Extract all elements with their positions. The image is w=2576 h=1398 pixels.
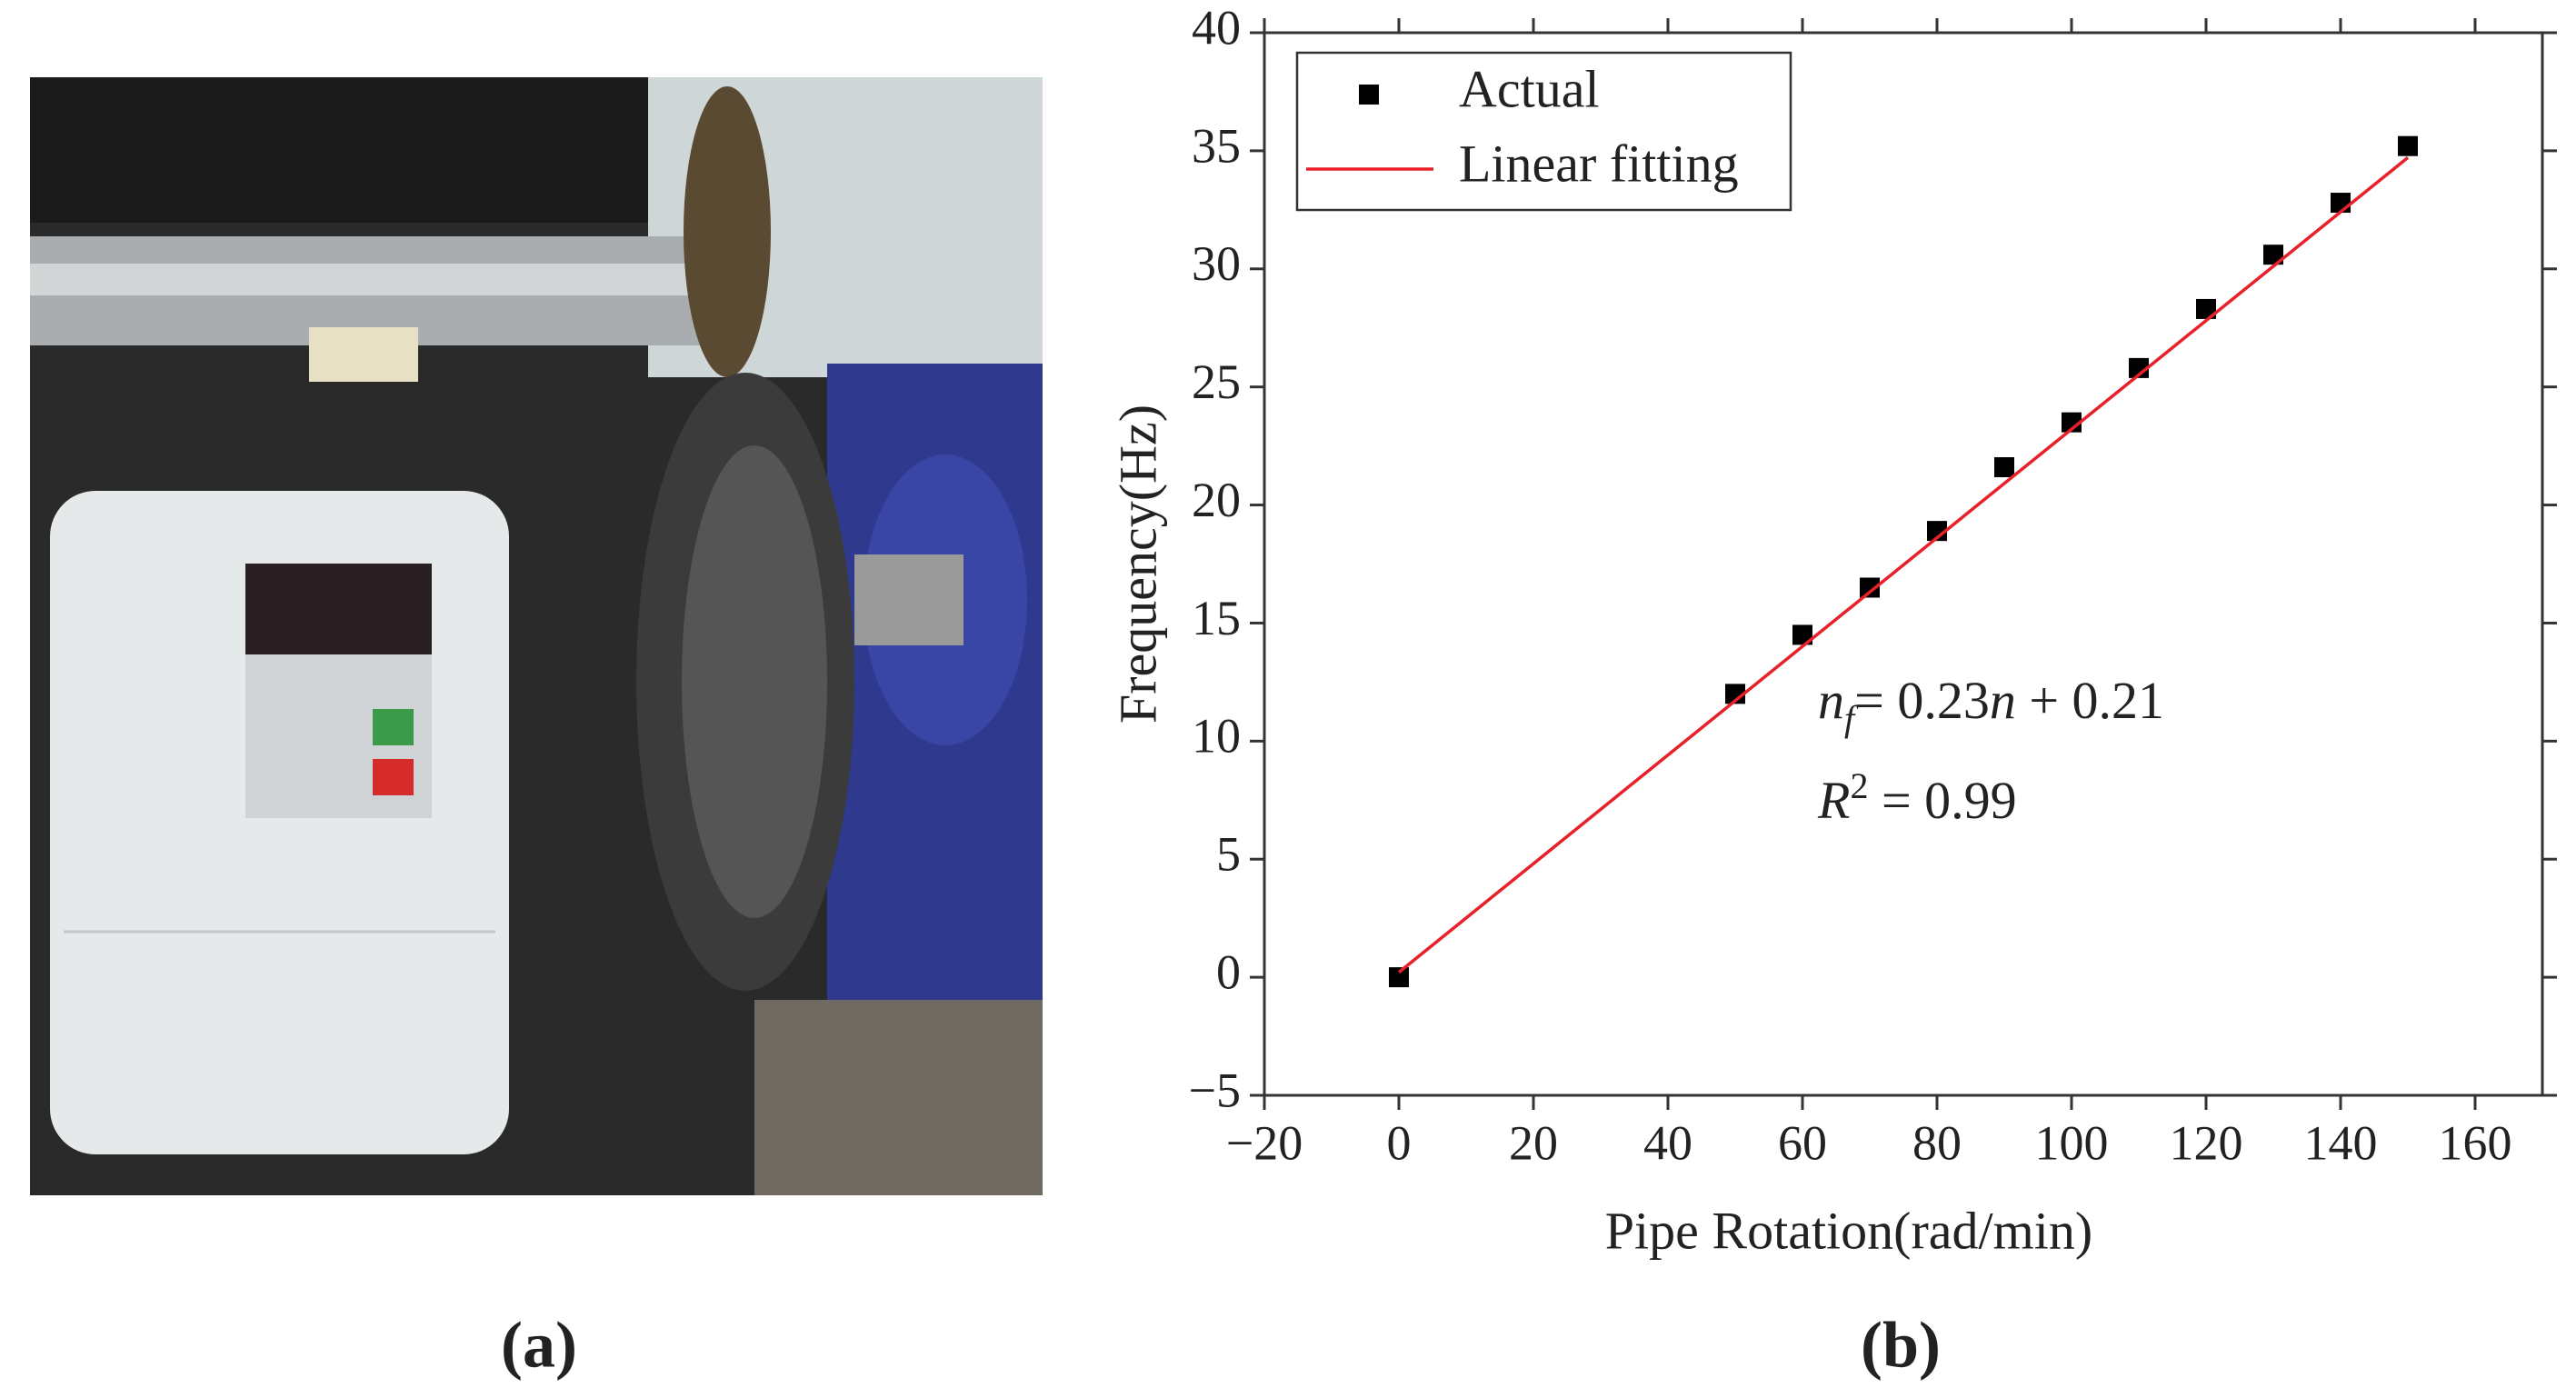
data-point: [2062, 412, 2082, 433]
annotation-part: n: [1818, 671, 1844, 730]
data-point: [1725, 684, 1745, 704]
annotation-part: R: [1817, 771, 1850, 830]
y-tick-label: 10: [1192, 709, 1241, 764]
x-tick-label: 40: [1643, 1115, 1692, 1170]
x-tick-label: 140: [2304, 1115, 2378, 1170]
y-tick-label: 15: [1192, 591, 1241, 645]
data-point: [2129, 357, 2149, 378]
annotation-part: n: [1990, 671, 2016, 730]
fit-line: [1397, 156, 2410, 974]
x-tick-label: 100: [2035, 1115, 2109, 1170]
y-tick-label: 5: [1216, 827, 1241, 882]
annotation-part: 2: [1850, 765, 1868, 806]
data-point: [1994, 456, 2014, 477]
data-point: [1389, 967, 1409, 988]
annotation-part: + 0.21: [2016, 671, 2164, 730]
annotation-part: = 0.23: [1854, 671, 1990, 730]
annotation: R2 = 0.99: [1817, 765, 2017, 830]
x-tick-label: 0: [1387, 1115, 1412, 1170]
annotation-part: = 0.99: [1868, 771, 2016, 830]
photo: [30, 77, 1043, 1195]
x-tick-label: 60: [1778, 1115, 1827, 1170]
annotation: nf= 0.23n + 0.21: [1818, 671, 2164, 739]
x-tick-label: 80: [1912, 1115, 1962, 1170]
x-tick-label: 120: [2170, 1115, 2243, 1170]
data-point: [2398, 135, 2418, 156]
x-axis-label: Pipe Rotation(rad/min): [1605, 1201, 2092, 1260]
data-point: [2196, 298, 2216, 319]
legend-box: [1295, 51, 1792, 212]
data-point: [2263, 245, 2283, 265]
x-tick-label: −20: [1226, 1115, 1303, 1170]
plot-frame: [1263, 31, 2544, 1097]
y-tick-label: 25: [1192, 354, 1241, 409]
legend-marker: [1359, 85, 1379, 105]
x-tick-label: 160: [2439, 1115, 2512, 1170]
y-tick-label: −5: [1189, 1063, 1241, 1117]
y-tick-label: 20: [1192, 473, 1241, 527]
y-tick-label: 0: [1216, 945, 1241, 1000]
y-tick-label: 30: [1192, 236, 1241, 291]
legend-label: Linear fitting: [1459, 134, 1739, 193]
panel-label: (b): [1861, 1309, 1941, 1382]
y-tick-label: 40: [1192, 0, 1241, 55]
data-point: [1792, 624, 1812, 645]
y-tick-label: 35: [1192, 118, 1241, 173]
data-point: [2331, 193, 2351, 214]
data-point: [1927, 521, 1947, 542]
legend-label: Actual: [1459, 59, 1600, 118]
data-point: [1860, 577, 1880, 598]
x-tick-label: 20: [1509, 1115, 1558, 1170]
panel-label: (a): [501, 1309, 577, 1382]
y-axis-label: Frequency(Hz): [1108, 404, 1167, 724]
